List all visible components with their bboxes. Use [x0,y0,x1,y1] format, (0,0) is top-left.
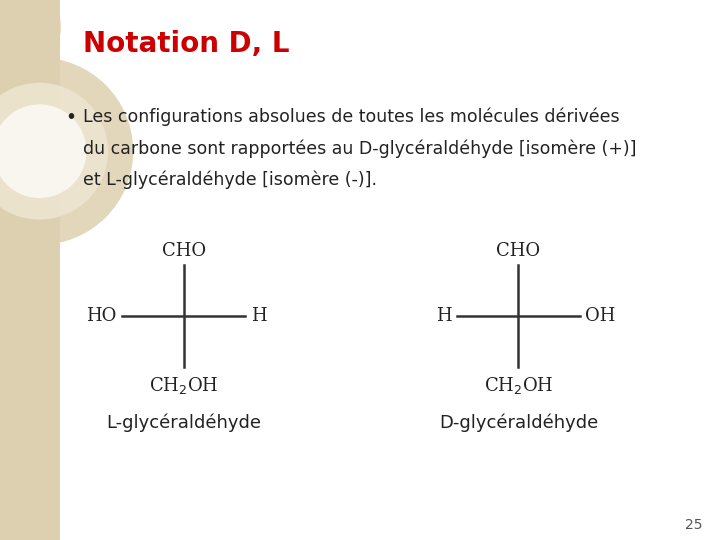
FancyBboxPatch shape [0,0,60,540]
Ellipse shape [0,58,133,245]
Text: H: H [436,307,451,325]
Text: •: • [65,108,76,127]
Ellipse shape [0,0,61,63]
Text: OH: OH [585,307,616,325]
Text: 25: 25 [685,518,702,532]
Text: du carbone sont rapportées au D-glycéraldéhyde [isomère (+)]: du carbone sont rapportées au D-glycéral… [83,139,636,158]
Text: L-glycéraldéhyde: L-glycéraldéhyde [106,413,261,431]
Text: CHO: CHO [496,242,541,260]
Text: Notation D, L: Notation D, L [83,30,289,58]
Text: HO: HO [86,307,117,325]
Text: H: H [251,307,266,325]
Ellipse shape [0,83,108,220]
Ellipse shape [0,104,86,198]
Text: D-glycéraldéhyde: D-glycéraldéhyde [438,413,598,431]
Text: CH$_2$OH: CH$_2$OH [149,375,218,396]
Text: et L-glycéraldéhyde [isomère (-)].: et L-glycéraldéhyde [isomère (-)]. [83,171,377,189]
Text: CHO: CHO [161,242,206,260]
Text: CH$_2$OH: CH$_2$OH [484,375,553,396]
Text: Les configurations absolues de toutes les molécules dérivées: Les configurations absolues de toutes le… [83,108,619,126]
